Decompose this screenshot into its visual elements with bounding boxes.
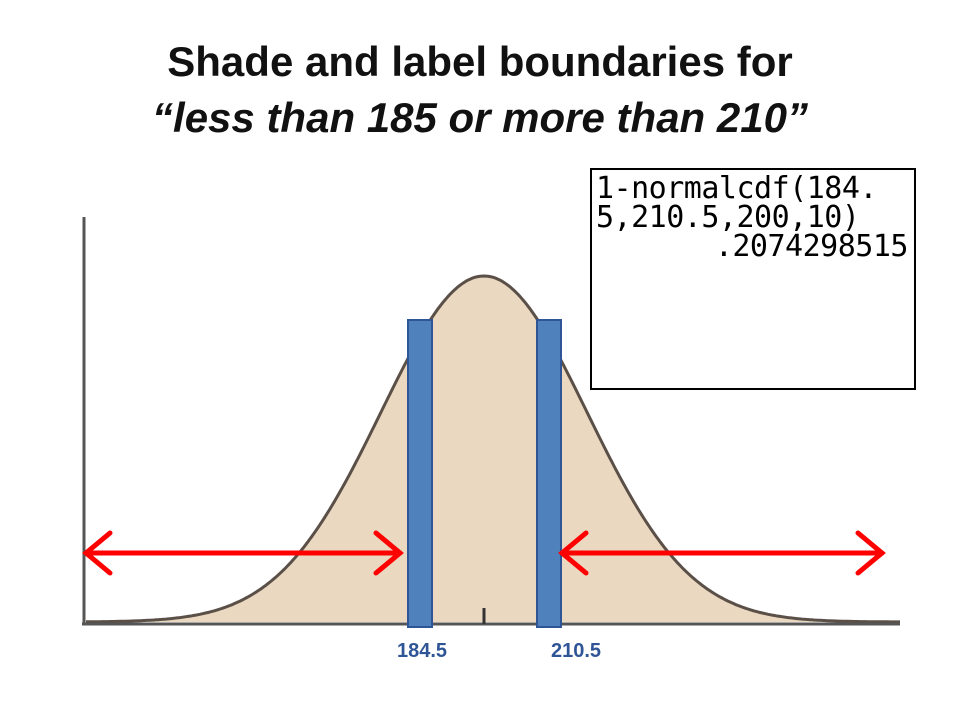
normal-curve-line bbox=[86, 274, 900, 624]
upper-boundary-bar bbox=[536, 319, 562, 628]
calc-result: .2074298515 bbox=[714, 229, 909, 264]
title-line-1: Shade and label boundaries for bbox=[167, 38, 793, 85]
calculator-screen: 1-normalcdf(184. 5,210.5,200,10) .207429… bbox=[590, 168, 916, 390]
right-tail-arrow bbox=[558, 530, 886, 576]
upper-boundary-label: 210.5 bbox=[550, 640, 602, 662]
lower-boundary-bar bbox=[407, 319, 433, 628]
normal-curve-fill bbox=[86, 276, 900, 622]
lower-boundary-label: 184.5 bbox=[396, 640, 448, 662]
calc-line-2: 5,210.5,200,10) bbox=[596, 200, 860, 235]
slide-title: Shade and label boundaries for “less tha… bbox=[0, 34, 960, 146]
calc-line-1: 1-normalcdf(184. bbox=[596, 171, 877, 206]
left-tail-arrow bbox=[82, 530, 404, 576]
title-line-2: “less than 185 or more than 210” bbox=[152, 94, 808, 141]
